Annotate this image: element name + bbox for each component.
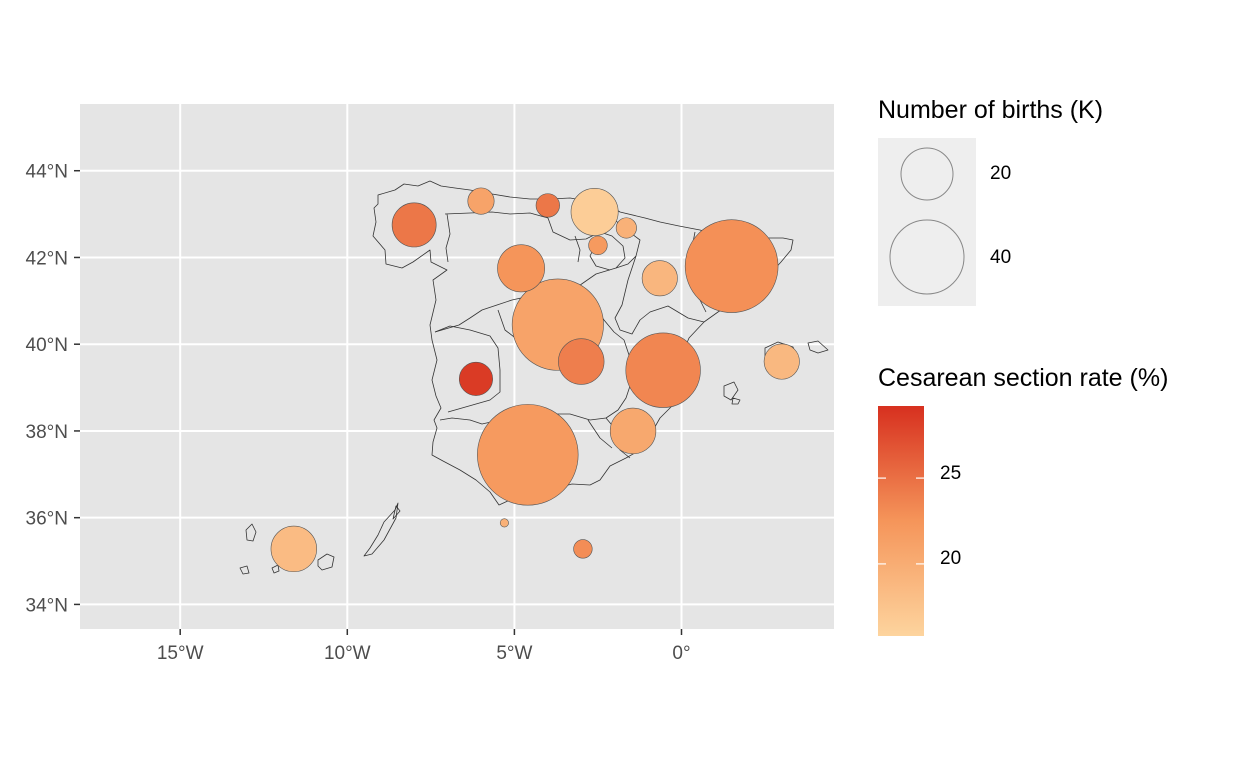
map-panel [80, 104, 834, 629]
color-legend-bar [878, 406, 924, 636]
bubble-layer [270, 187, 800, 573]
size-legend-label: 40 [990, 247, 1012, 268]
color-legend-title: Cesarean section rate (%) [878, 364, 1169, 392]
color-legend-label: 25 [940, 463, 962, 484]
birth-bubble [625, 332, 701, 408]
birth-bubble [763, 343, 800, 380]
lat-tick-label: 44°N [26, 162, 68, 183]
island-outline [271, 564, 280, 574]
lon-tick-label: 10°W [324, 643, 371, 664]
island-outline [807, 340, 829, 354]
birth-bubble [684, 219, 779, 313]
lon-tick-label: 15°W [157, 643, 204, 664]
size-legend-label: 20 [990, 163, 1012, 184]
island-outline [731, 397, 741, 405]
birth-bubble [573, 539, 593, 559]
birth-bubble [609, 407, 657, 455]
size-legend-keys [878, 138, 976, 306]
region-border [444, 211, 549, 263]
region-border [614, 255, 705, 335]
island-outline [363, 502, 399, 557]
region-border [434, 325, 501, 413]
birth-bubble [570, 188, 619, 236]
birth-bubble [270, 525, 317, 573]
island-outline [239, 565, 250, 575]
birth-bubble [641, 260, 678, 297]
birth-bubble [391, 202, 437, 248]
birth-bubble [588, 235, 608, 255]
birth-bubble [467, 187, 495, 215]
region-border [434, 217, 626, 333]
island-outline [245, 523, 257, 542]
birth-bubble [497, 244, 545, 293]
birth-bubble [615, 217, 637, 239]
birth-bubble [558, 338, 605, 385]
island-outline [392, 505, 401, 520]
size-legend-key-small [900, 147, 954, 201]
lon-tick-label: 0° [672, 643, 690, 664]
graticule [80, 104, 834, 629]
size-legend-key-large [889, 219, 965, 295]
size-legend-title: Number of births (K) [878, 96, 1104, 124]
lat-tick-label: 36°N [26, 509, 68, 530]
birth-bubble [499, 518, 509, 528]
birth-bubble [477, 404, 579, 506]
lat-tick-label: 42°N [26, 248, 68, 269]
birth-bubble [458, 361, 493, 396]
lat-tick-label: 34°N [26, 595, 68, 616]
island-outline [317, 553, 335, 571]
map-axes: 34°N 36°N 38°N 40°N 42°N 44°N 15°W 10°W 5°W 0° [26, 162, 691, 664]
color-legend-label: 20 [940, 548, 962, 569]
lat-tick-label: 40°N [26, 335, 68, 356]
island-outline [723, 381, 739, 401]
birth-bubble [535, 193, 560, 218]
region-border [439, 297, 633, 425]
lon-tick-label: 5°W [496, 643, 532, 664]
lat-tick-label: 38°N [26, 422, 68, 443]
